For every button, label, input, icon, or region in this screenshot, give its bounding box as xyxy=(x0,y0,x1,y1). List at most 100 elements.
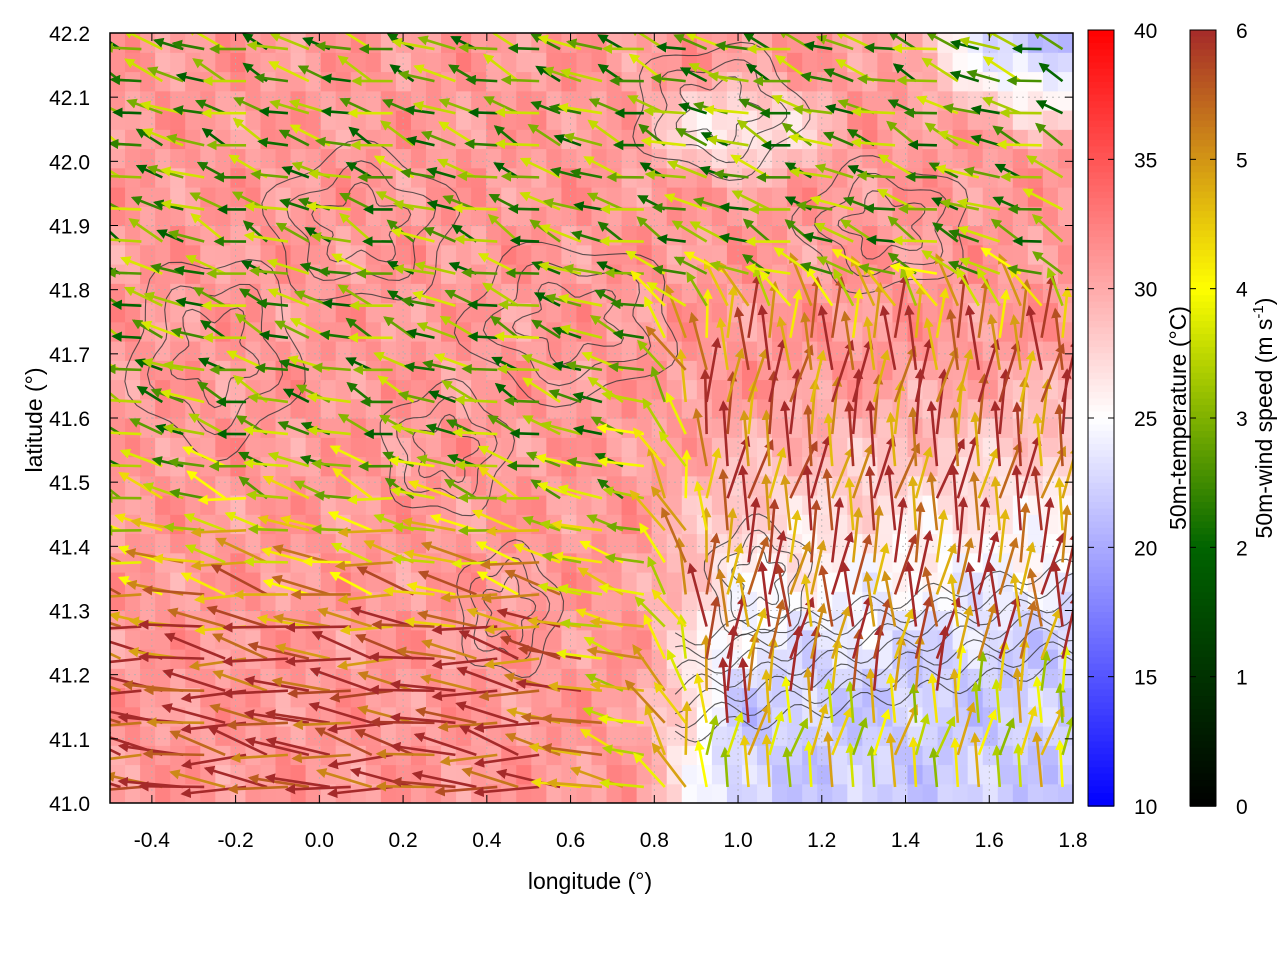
heatmap-cell xyxy=(155,90,171,111)
heatmap-cell xyxy=(802,783,818,803)
colorbar-segment xyxy=(1190,101,1216,109)
wind-colorbar-tick-label: 5 xyxy=(1236,149,1248,172)
heatmap-cell xyxy=(877,52,894,73)
heatmap-cell xyxy=(350,495,367,515)
heatmap-cell xyxy=(275,437,292,458)
heatmap-cell xyxy=(711,379,728,400)
colorbar-segment xyxy=(1190,62,1216,70)
heatmap-cell xyxy=(456,148,472,169)
heatmap-cell xyxy=(410,552,427,573)
colorbar-segment xyxy=(1190,747,1216,756)
heatmap-cell xyxy=(170,533,186,554)
heatmap-cell xyxy=(350,437,367,458)
heatmap-cell xyxy=(681,341,698,361)
heatmap-cell xyxy=(847,514,863,535)
heatmap-cell xyxy=(155,495,171,515)
heatmap-cell xyxy=(546,110,563,130)
y-tick-label: 41.5 xyxy=(49,472,90,495)
colorbar-segment xyxy=(1190,521,1216,529)
heatmap-cell xyxy=(410,687,427,708)
heatmap-cell xyxy=(1057,244,1073,265)
colorbar-segment xyxy=(1190,211,1216,219)
heatmap-cell xyxy=(245,52,262,73)
colorbar-segment xyxy=(1190,767,1216,775)
heatmap-cell xyxy=(531,341,547,361)
heatmap-cell xyxy=(546,475,563,496)
heatmap-cell xyxy=(772,649,788,669)
heatmap-cell xyxy=(802,148,818,169)
colorbar-segment xyxy=(1088,185,1114,193)
wind-vector xyxy=(702,288,713,338)
wind-vector xyxy=(996,139,1042,150)
heatmap-cell xyxy=(832,783,848,803)
colorbar-segment xyxy=(1088,650,1114,659)
wind-vector xyxy=(461,267,498,278)
colorbar-segment xyxy=(1190,786,1216,794)
heatmap-cell xyxy=(772,437,788,458)
colorbar-segment xyxy=(1088,430,1114,439)
colorbar-segment xyxy=(1190,443,1216,452)
colorbar-segment xyxy=(1190,780,1216,788)
heatmap-cell xyxy=(501,437,517,458)
wind-vector xyxy=(863,203,896,214)
heatmap-cell xyxy=(907,52,924,73)
heatmap-cell xyxy=(546,687,563,708)
heatmap-cell xyxy=(606,533,623,554)
heatmap-cell xyxy=(365,110,382,130)
x-tick-label: 0.4 xyxy=(472,829,502,852)
heatmap-cell xyxy=(350,783,367,803)
wind-speed-colorbar: 0 1 2 3 4 5 6 xyxy=(1189,20,1248,819)
heatmap-cell xyxy=(531,148,547,169)
colorbar-segment xyxy=(1088,165,1114,174)
heatmap-cell xyxy=(711,244,728,265)
heatmap-cell xyxy=(621,321,638,342)
colorbar-segment xyxy=(1088,437,1114,445)
heatmap-cell xyxy=(922,418,939,438)
colorbar-segment xyxy=(1088,62,1114,70)
wind-vector xyxy=(346,494,393,505)
heatmap-cell xyxy=(155,629,171,650)
heatmap-cell xyxy=(636,379,653,400)
heatmap-cell xyxy=(666,783,683,803)
heatmap-cell xyxy=(350,206,367,227)
heatmap-cell xyxy=(456,706,472,727)
heatmap-cell xyxy=(185,360,201,381)
colorbar-segment xyxy=(1088,269,1114,277)
colorbar-segment xyxy=(1088,489,1114,497)
heatmap-cell xyxy=(215,244,231,265)
colorbar-segment xyxy=(1088,515,1114,523)
heatmap-cell xyxy=(170,302,186,323)
wind-colorbar-title: 50m-wind speed (m s-1) xyxy=(1250,298,1277,539)
colorbar-segment xyxy=(1190,482,1216,490)
heatmap-cell xyxy=(1057,33,1073,53)
heatmap-cell xyxy=(937,783,954,803)
colorbar-segment xyxy=(1190,689,1216,697)
heatmap-cell xyxy=(155,610,171,631)
colorbar-segment xyxy=(1190,508,1216,516)
heatmap-cell xyxy=(726,514,743,535)
colorbar-segment xyxy=(1088,676,1114,684)
wind-colorbar-tick-label: 2 xyxy=(1236,537,1248,560)
heatmap-cell xyxy=(395,533,412,554)
colorbar-segment xyxy=(1088,120,1114,128)
heatmap-cell xyxy=(516,495,532,515)
colorbar-segment xyxy=(1088,605,1114,613)
heatmap-cell xyxy=(290,726,307,746)
heatmap-cell xyxy=(335,475,352,496)
heatmap-cell xyxy=(471,52,487,73)
heatmap-cell xyxy=(456,591,472,612)
x-tick-label: 0.2 xyxy=(388,829,417,852)
heatmap-cell xyxy=(772,745,788,766)
heatmap-cell xyxy=(1027,649,1044,669)
colorbar-segment xyxy=(1190,327,1216,335)
heatmap-cell xyxy=(185,148,201,169)
colorbar-segment xyxy=(1088,683,1114,691)
heatmap-cell xyxy=(155,591,171,612)
wind-vector xyxy=(863,42,896,53)
heatmap-cell xyxy=(260,283,277,304)
heatmap-cell xyxy=(155,687,171,708)
heatmap-cell xyxy=(456,533,472,554)
colorbar-segment xyxy=(1190,49,1216,57)
heatmap-cell xyxy=(967,360,984,381)
heatmap-cell xyxy=(245,783,262,803)
